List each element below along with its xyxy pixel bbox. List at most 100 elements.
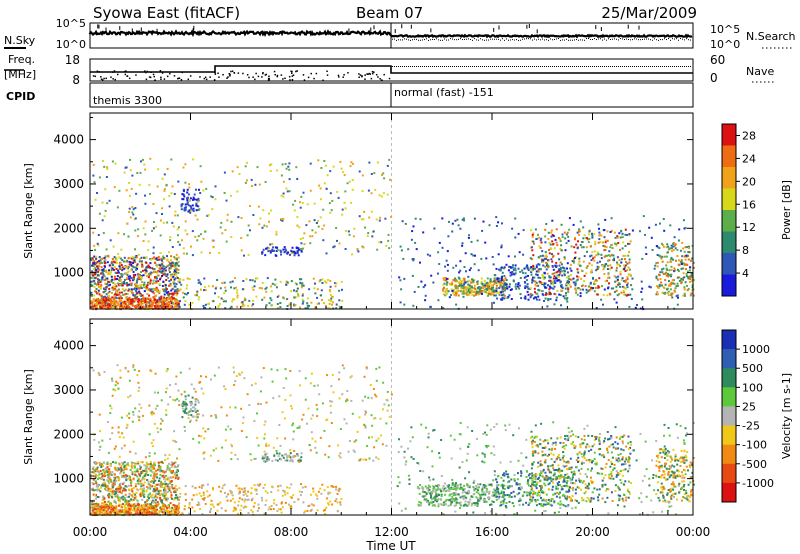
echo-cell (118, 291, 121, 294)
echo-cell (306, 304, 309, 307)
echo-cell (620, 291, 623, 294)
nave-dot (422, 66, 423, 67)
echo-cell (191, 254, 194, 257)
echo-cell (463, 219, 466, 222)
echo-cell (114, 265, 116, 268)
echo-cell (157, 490, 160, 493)
echo-cell (316, 296, 319, 299)
nave-dot (452, 66, 453, 67)
echo-cell (120, 284, 123, 287)
echo-cell (126, 222, 129, 225)
echo-cell (98, 299, 101, 301)
echo-cell (99, 505, 102, 508)
echo-cell (134, 305, 137, 308)
echo-cell (358, 215, 361, 218)
echo-cell (503, 289, 506, 292)
echo-cell (225, 199, 228, 202)
echo-cell (535, 292, 538, 295)
echo-cell (293, 303, 296, 306)
echo-cell (138, 260, 141, 263)
echo-cell (229, 281, 232, 284)
echo-cell (184, 163, 187, 166)
echo-cell (114, 162, 117, 165)
echo-cell (170, 264, 173, 267)
echo-cell (445, 283, 448, 286)
echo-cell (419, 261, 421, 264)
nave-dot (598, 66, 599, 67)
echo-cell (619, 270, 622, 273)
echo-cell (170, 296, 173, 299)
echo-cell (155, 225, 158, 228)
nave-dot (438, 66, 439, 67)
cpid-strip (89, 82, 694, 108)
echo-cell (311, 229, 314, 232)
echo-cell (133, 276, 135, 279)
echo-cell (442, 283, 445, 286)
echo-cell (102, 304, 105, 307)
echo-cell (102, 464, 105, 467)
echo-cell (175, 273, 178, 276)
echo-cell (498, 277, 501, 280)
nave-dot (524, 66, 525, 67)
echo-cell (111, 305, 114, 307)
echo-cell (336, 190, 339, 193)
echo-cell (308, 288, 311, 291)
nave-dot (148, 76, 151, 78)
echo-cell (128, 299, 131, 302)
nave-dot (310, 72, 313, 75)
echo-cell (529, 257, 532, 260)
echo-cell (249, 205, 251, 207)
echo-cell (105, 293, 108, 296)
echo-cell (526, 290, 529, 293)
echo-cell (350, 161, 353, 164)
echo-cell (323, 224, 326, 227)
nave-dot (187, 78, 190, 81)
echo-cell (224, 307, 227, 310)
nave-dot (566, 66, 567, 67)
echo-cell (96, 489, 99, 492)
echo-cell (207, 214, 210, 217)
nsky-spike (498, 25, 500, 30)
echo-cell (144, 505, 147, 508)
nave-dot (462, 66, 463, 67)
echo-cell (683, 276, 686, 279)
echo-cell (126, 305, 128, 308)
nsearch-dot (420, 39, 421, 41)
echo-cell (490, 284, 493, 287)
echo-cell (594, 243, 597, 246)
echo-cell (657, 285, 660, 288)
nsearch-dot (618, 39, 619, 41)
echo-cell (121, 269, 124, 272)
echo-cell (690, 274, 693, 277)
echo-cell (560, 304, 562, 307)
nsearch-dot (558, 38, 559, 40)
echo-cell (133, 504, 136, 507)
echo-cell (171, 185, 174, 188)
echo-cell (378, 219, 381, 222)
echo-cell (598, 231, 601, 234)
echo-cell (281, 219, 284, 222)
echo-cell (524, 272, 527, 275)
echo-cell (560, 223, 563, 226)
echo-cell (627, 242, 629, 245)
echo-cell (176, 511, 179, 513)
echo-cell (452, 289, 455, 292)
nsearch-dot (426, 38, 427, 40)
echo-cell (171, 297, 174, 300)
echo-cell (288, 190, 291, 193)
echo-cell (279, 306, 282, 309)
nave-dot (586, 66, 587, 67)
echo-cell (203, 289, 205, 292)
nave-dot (370, 77, 373, 80)
echo-cell (684, 258, 687, 261)
nsearch-dot (474, 38, 475, 40)
echo-cell (300, 242, 303, 245)
echo-cell (460, 283, 463, 286)
nave-dot (442, 66, 443, 67)
echo-cell (590, 259, 593, 262)
echo-cell (127, 484, 130, 487)
nsearch-dot (650, 39, 651, 41)
echo-cell (141, 307, 144, 310)
echo-cell (114, 483, 116, 486)
